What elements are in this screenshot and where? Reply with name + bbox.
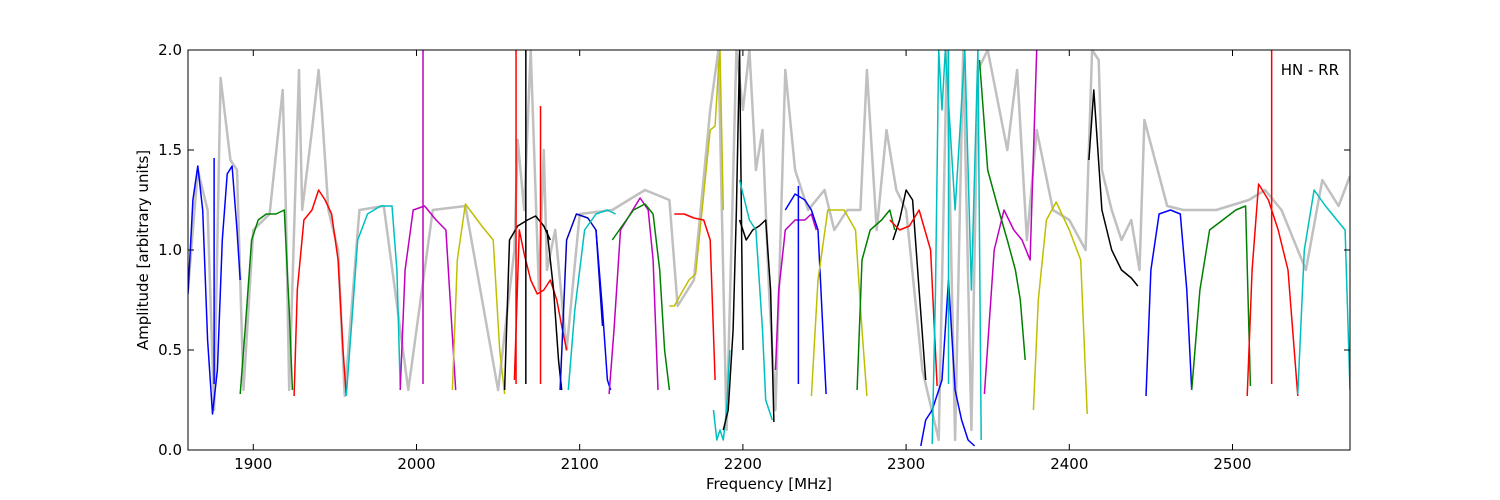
- series-line-13: [611, 203, 654, 241]
- series-line-24: [810, 209, 868, 397]
- series-line-26: [892, 189, 927, 381]
- series-layer: [188, 50, 1350, 447]
- series-line-37: [1297, 189, 1350, 395]
- series-line-12: [608, 197, 659, 395]
- series-line-2: [293, 189, 348, 397]
- series-line-36: [1246, 183, 1299, 397]
- x-tick-label: 2300: [887, 455, 925, 473]
- series-line-1: [239, 209, 294, 395]
- x-axis-label: Frequency [MHz]: [706, 475, 832, 493]
- reference-trace: [188, 50, 1350, 442]
- series-line-4: [399, 205, 457, 391]
- series-line-35: [1190, 205, 1252, 391]
- series-line-34: [1145, 209, 1193, 397]
- x-axis: 1900 2000 2100 2200 2300 2400 2500: [234, 50, 1252, 473]
- series-line-20: [738, 219, 775, 423]
- y-axis-label: Amplitude [arbitrary units]: [134, 150, 152, 350]
- series-line-15: [669, 129, 711, 307]
- series-line-17: [712, 349, 731, 441]
- plot-area: [188, 50, 1350, 450]
- x-tick-label: 2200: [724, 455, 762, 473]
- series-line-5: [451, 203, 506, 395]
- series-line-23: [784, 193, 827, 395]
- series-line-6: [503, 215, 551, 391]
- series-line-25: [856, 209, 896, 391]
- series-line-16: [674, 213, 716, 381]
- series-line-19: [722, 50, 744, 431]
- chart-annotation: HN - RR: [1281, 61, 1339, 79]
- y-tick-label: 1.0: [158, 241, 182, 259]
- series-line-27: [889, 209, 938, 387]
- series-line-21: [738, 179, 774, 421]
- series-line-0: [188, 165, 241, 415]
- y-tick-label: 1.5: [158, 141, 182, 159]
- series-line-14: [652, 213, 671, 391]
- y-tick-label: 0.5: [158, 341, 182, 359]
- series-line-33: [1088, 89, 1139, 287]
- x-tick-label: 2400: [1050, 455, 1088, 473]
- y-axis: 0.0 0.5 1.0 1.5 2.0: [158, 41, 1350, 459]
- x-tick-label: 2500: [1213, 455, 1251, 473]
- y-tick-label: 2.0: [158, 41, 182, 59]
- series-line-32: [1032, 201, 1088, 415]
- series-line-3: [345, 205, 401, 397]
- x-tick-label: 2100: [561, 455, 599, 473]
- series-line-18: [709, 50, 725, 211]
- series-line-30: [978, 59, 1026, 361]
- x-tick-label: 2000: [397, 455, 435, 473]
- series-line-22: [774, 213, 818, 371]
- series-line-10: [567, 209, 616, 391]
- y-tick-label: 0.0: [158, 441, 182, 459]
- reference-trace-layer: [188, 50, 1350, 442]
- series-line-29: [931, 50, 982, 445]
- series-line-31: [983, 50, 1038, 395]
- x-tick-label: 1900: [234, 455, 272, 473]
